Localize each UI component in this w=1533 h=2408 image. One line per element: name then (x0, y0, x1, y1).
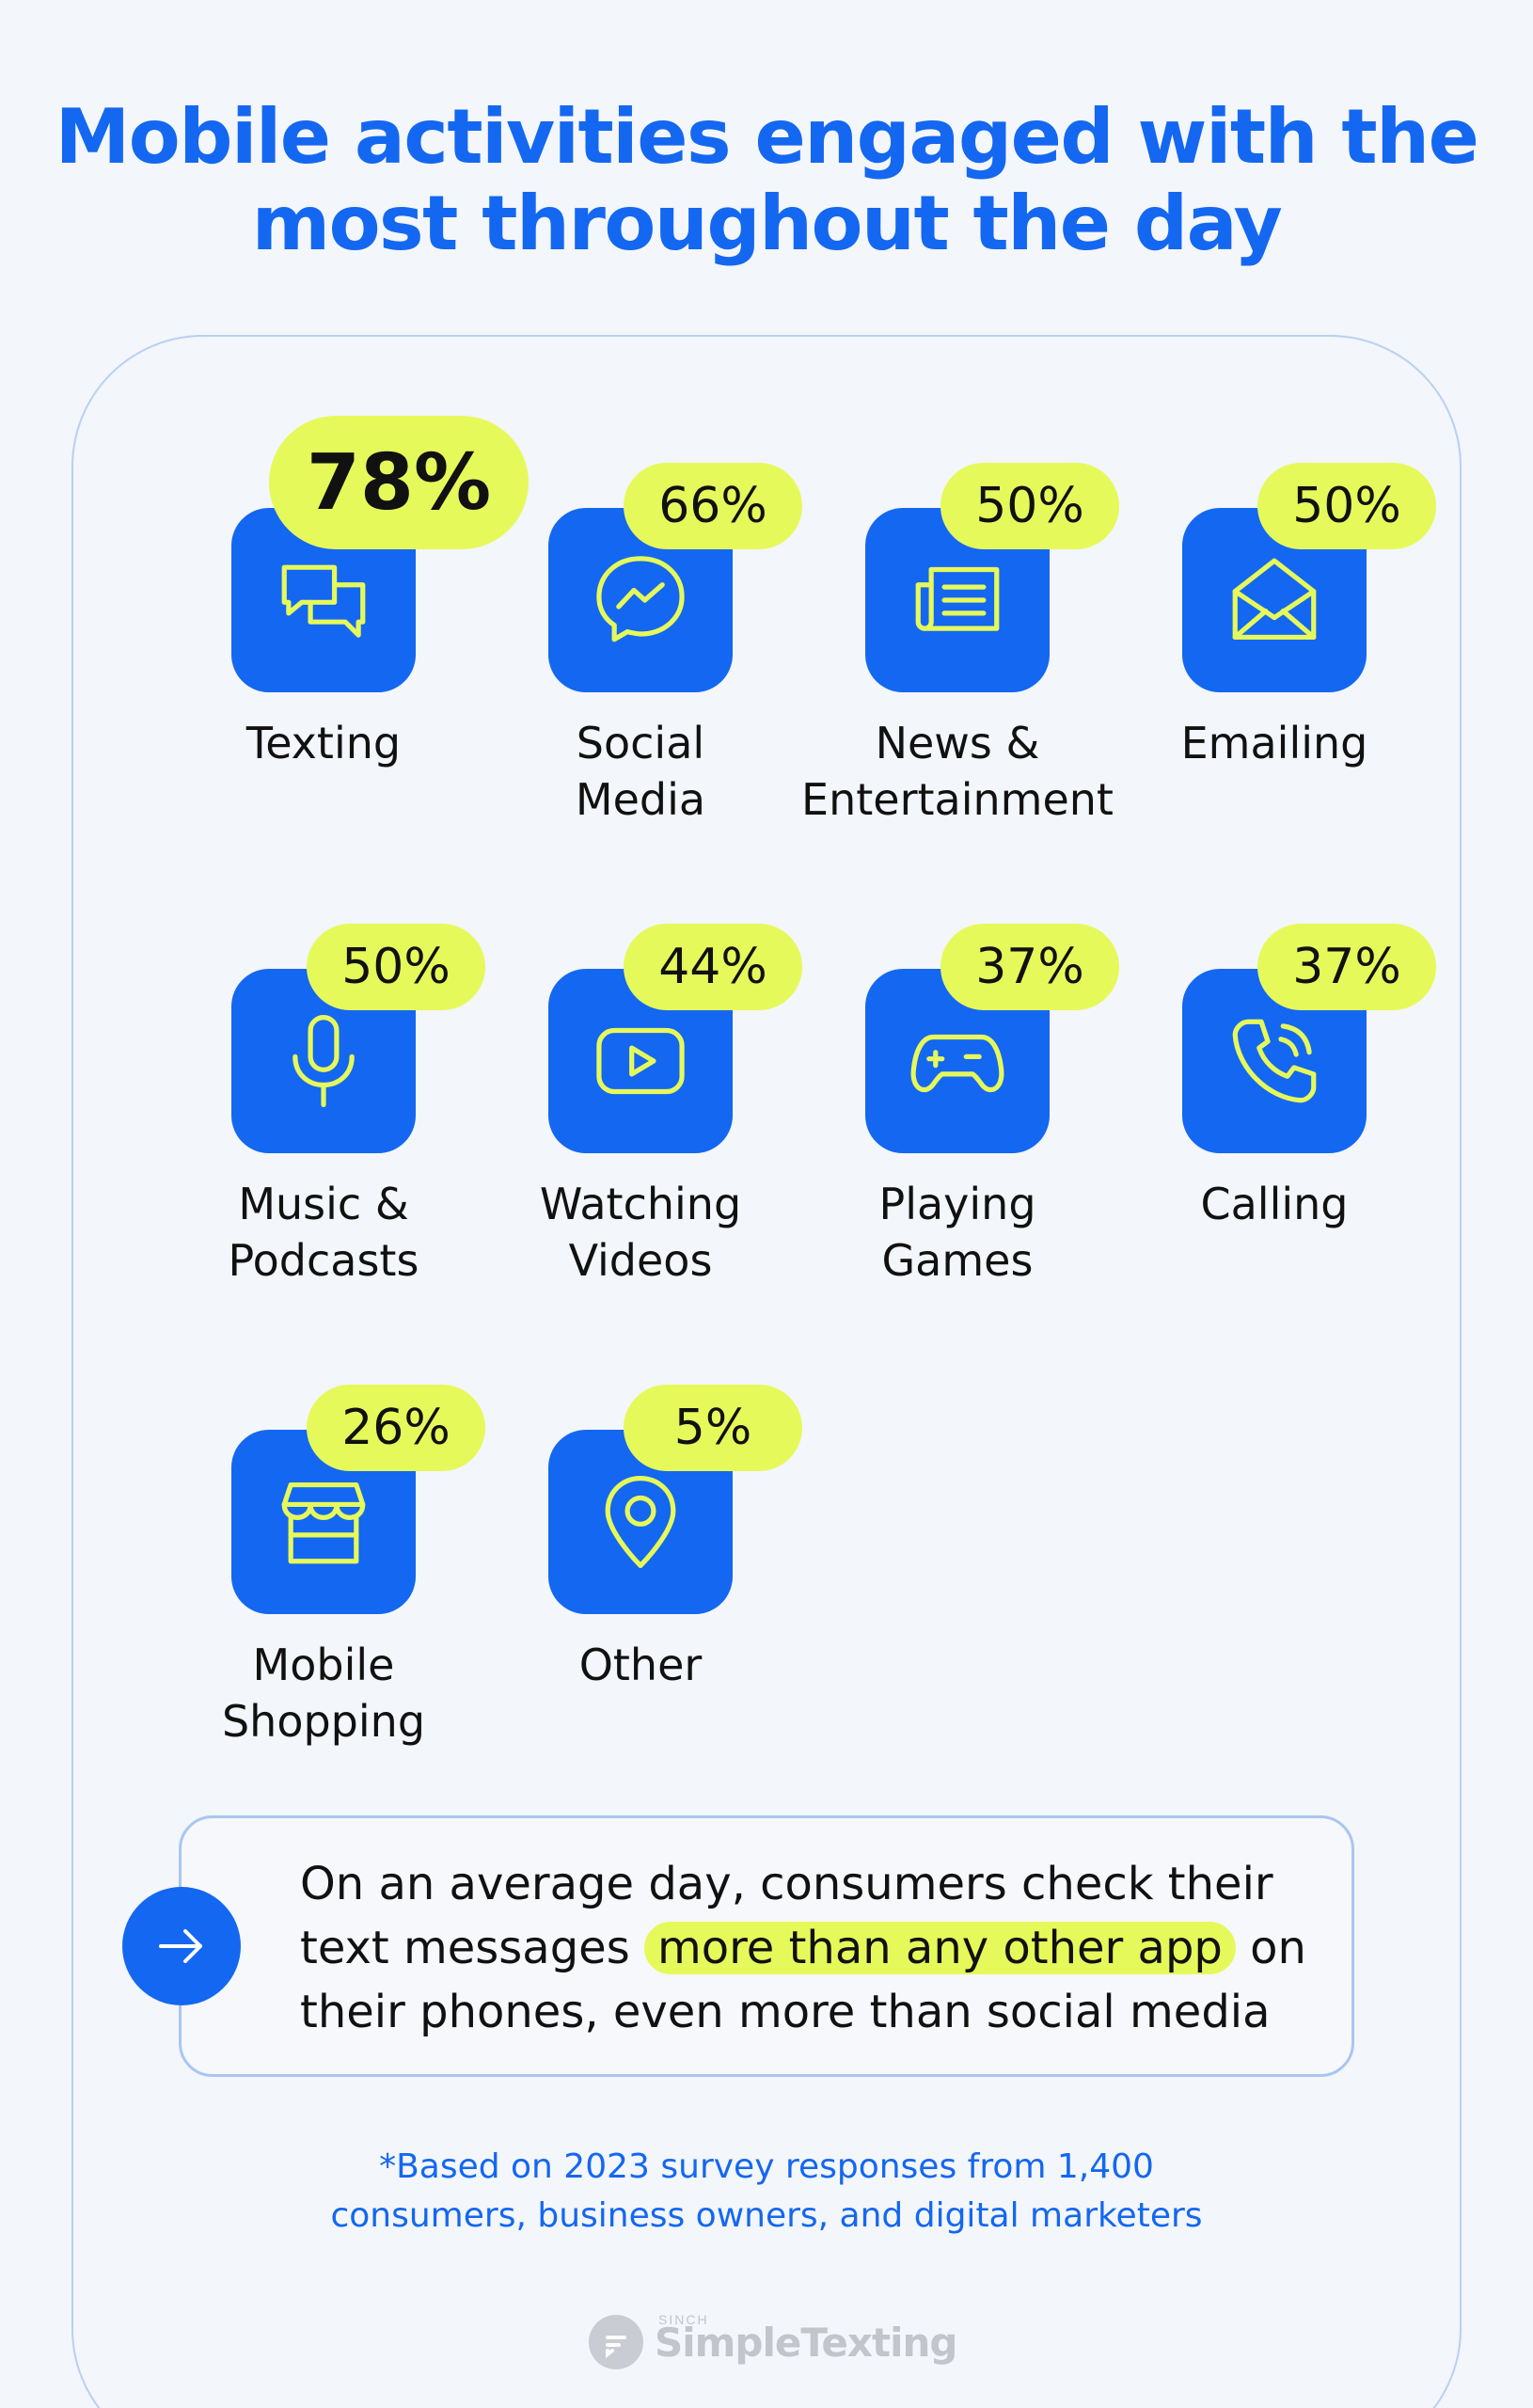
activity-label: Other (578, 1640, 703, 1690)
activity-label: Playing Games (878, 1179, 1036, 1286)
brand-mark-icon (589, 2315, 643, 2369)
percent-badge: 37% (1257, 924, 1436, 1010)
activity-label: Music & Podcasts (228, 1179, 419, 1286)
activity-label: Watching Videos (539, 1179, 742, 1286)
activity-label: Social Media (575, 718, 706, 825)
brand-logo: SINCH SimpleTexting (589, 2305, 957, 2380)
activity-mobile-shopping: 26% Mobile Shopping (166, 1336, 485, 1787)
brand-super: SINCH (658, 2312, 709, 2327)
activity-news-entertainment: 50% News & Entertainment (799, 414, 1119, 865)
activity-label: Texting (245, 718, 402, 768)
footnote-line-2: consumers, business owners, and digital … (330, 2196, 1203, 2235)
callout-box: On an average day, consumers check their… (179, 1815, 1354, 2077)
activity-social-media: 66% Social Media (482, 414, 802, 865)
activity-other: 5% Other (482, 1336, 802, 1787)
percent-badge: 50% (1257, 463, 1436, 549)
activity-texting: 78% Texting (166, 414, 529, 865)
brand-name: SimpleTexting (655, 2319, 957, 2366)
activity-label: News & Entertainment (801, 718, 1114, 825)
percent-badge: 37% (940, 924, 1119, 1010)
callout-text: On an average day, consumers check their… (300, 1852, 1335, 2044)
percent-badge: 66% (624, 463, 802, 549)
callout-text-after: on their phones, even more than social m… (300, 1922, 1306, 2038)
percent-badge: 44% (624, 924, 802, 1010)
activity-playing-games: 37% Playing Games (799, 875, 1119, 1326)
percent-badge: 78% (269, 416, 529, 549)
footnote: *Based on 2023 survey responses from 1,4… (0, 2143, 1533, 2241)
percent-badge: 26% (307, 1385, 485, 1471)
footnote-line-1: *Based on 2023 survey responses from 1,4… (379, 2147, 1154, 2186)
activity-label: Emailing (1180, 718, 1368, 768)
page-title: Mobile activities engaged with the most … (55, 93, 1479, 267)
activity-label: Calling (1200, 1179, 1349, 1229)
activity-calling: 37% Calling (1116, 875, 1436, 1326)
arrow-right-icon (122, 1887, 241, 2005)
callout-text-before: On an average day, consumers check their… (300, 1858, 1273, 1974)
activity-label: Mobile Shopping (221, 1640, 426, 1747)
activity-music-podcasts: 50% Music & Podcasts (166, 875, 485, 1326)
percent-badge: 5% (624, 1385, 802, 1471)
activity-watching-videos: 44% Watching Videos (482, 875, 802, 1326)
percent-badge: 50% (307, 924, 485, 1010)
callout-highlight: more than any other app (643, 1922, 1236, 1974)
activity-emailing: 50% Emailing (1116, 414, 1436, 865)
percent-badge: 50% (940, 463, 1119, 549)
